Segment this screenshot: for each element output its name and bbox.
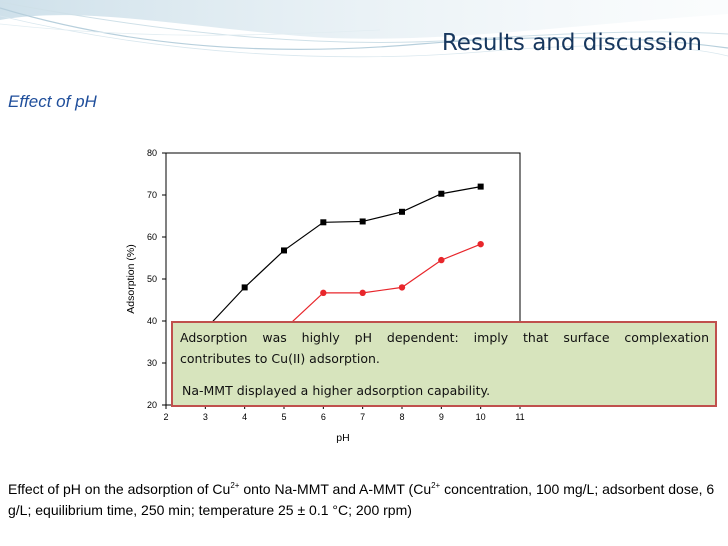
- data-point-square: [477, 183, 484, 190]
- y-tick-label: 60: [147, 232, 157, 242]
- data-point-square: [399, 208, 405, 215]
- y-tick-label: 80: [147, 148, 157, 158]
- note-line-1: Adsorption was highly pH dependent: impl…: [180, 330, 709, 345]
- figure-caption: Effect of pH on the adsorption of Cu2+ o…: [8, 479, 723, 521]
- data-point-square: [359, 218, 366, 225]
- x-tick-label: 2: [163, 412, 168, 422]
- data-point-circle: [477, 240, 484, 248]
- x-tick-label: 3: [203, 412, 208, 422]
- caption-part-2: onto Na-MMT and A-MMT (Cu: [239, 481, 432, 497]
- data-point-circle: [438, 256, 445, 264]
- section-heading: Effect of pH: [8, 92, 97, 111]
- x-axis-label: pH: [336, 432, 349, 444]
- note-line-3: Na-MMT displayed a higher adsorption cap…: [182, 383, 491, 398]
- series-line-2: [283, 243, 481, 330]
- x-tick-label: 6: [321, 412, 326, 422]
- x-tick-label: 8: [399, 412, 404, 422]
- note-line-2: contributes to Cu(II) adsorption.: [180, 351, 380, 366]
- caption-sup-1: 2+: [230, 481, 240, 490]
- series-line-1: [204, 186, 481, 330]
- data-point-square: [241, 284, 248, 291]
- caption-part-3: concentration, 100 mg/L; adsorbent dose,…: [8, 481, 715, 518]
- caption-sup-2: 2+: [431, 481, 441, 490]
- x-tick-label: 10: [476, 412, 486, 422]
- y-tick-label: 70: [147, 190, 157, 200]
- data-point-circle: [320, 289, 327, 297]
- note-box: Adsorption was highly pH dependent: impl…: [171, 321, 717, 407]
- x-tick-label: 7: [360, 412, 365, 422]
- caption-part-1: Effect of pH on the adsorption of Cu: [8, 481, 231, 497]
- data-point-square: [281, 247, 287, 254]
- x-tick-label: 9: [439, 412, 444, 422]
- x-tick-label: 5: [281, 412, 286, 422]
- y-tick-label: 30: [147, 358, 157, 368]
- data-point-square: [438, 190, 445, 197]
- x-tick-label: 4: [242, 412, 247, 422]
- slide-title: Results and discussion: [441, 30, 702, 56]
- y-tick-label: 40: [147, 316, 157, 326]
- data-point-circle: [398, 284, 406, 291]
- y-tick-label: 50: [147, 274, 157, 284]
- y-axis-label: Adsorption (%): [125, 244, 137, 313]
- y-tick-label: 20: [147, 400, 157, 410]
- data-point-circle: [359, 289, 366, 297]
- data-point-square: [320, 219, 327, 226]
- x-tick-label: 11: [515, 412, 524, 422]
